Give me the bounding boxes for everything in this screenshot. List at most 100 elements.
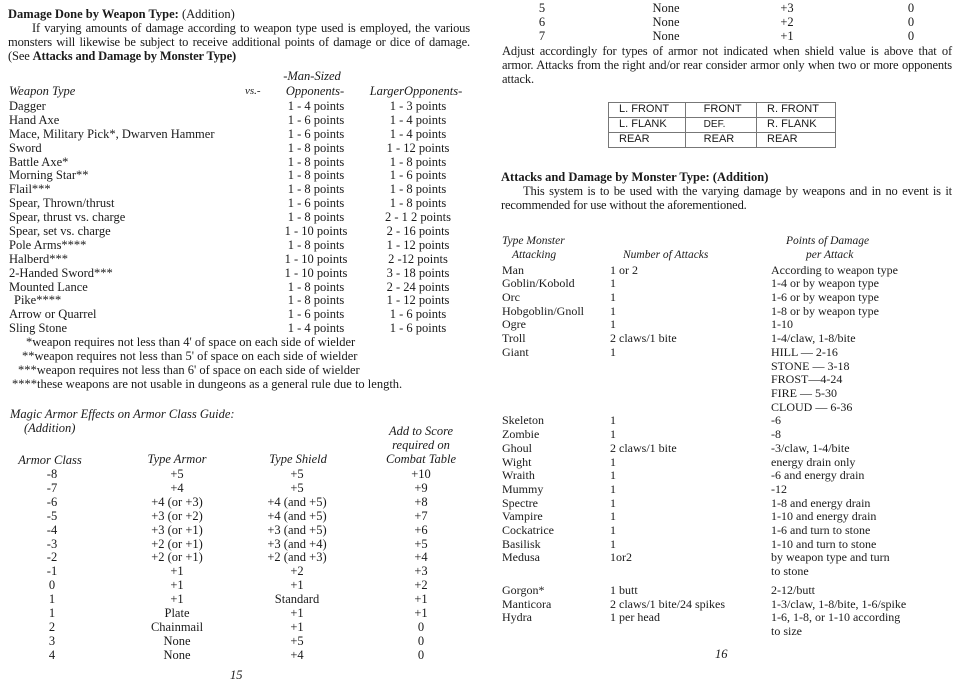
damage-per-attack: 1-6 or by weapon type	[771, 290, 879, 305]
damage-per-attack: HILL — 2-16 STONE — 3-18 FROST—4-24 FIRE…	[771, 344, 853, 414]
number-of-attacks: 1	[610, 481, 616, 496]
combat-table-add: +4	[414, 550, 428, 565]
type-shield: +3	[780, 1, 794, 15]
combat-table-add: +2	[414, 578, 428, 593]
weapon-row: Arrow or Quarrel 1 - 6 points 1 - 6 points	[0, 307, 480, 321]
number-of-attacks: 1	[610, 276, 616, 291]
monster-row: Zombie 1 -8	[490, 427, 958, 442]
weapon-footnotes: *weapon requires not less than 4' of spa…	[12, 335, 480, 391]
number-of-attacks: 1	[610, 303, 616, 318]
damage-per-attack: 1-4 or by weapon type	[771, 276, 879, 291]
man-sized-damage: 1 - 8 points	[287, 279, 345, 294]
monster-section-title: Attacks and Damage by Monster Type: (Add…	[501, 169, 769, 184]
position-cell: REAR	[684, 131, 758, 148]
combat-table-add: 0	[417, 633, 425, 648]
header-add-to-score: Add to Score	[388, 424, 454, 439]
type-shield: +2	[780, 14, 794, 29]
man-sized-damage: 1 - 8 points	[287, 154, 345, 169]
larger-damage: 2 -12 points	[388, 251, 448, 266]
weapon-section-intro: If varying amounts of damage according t…	[8, 21, 470, 63]
monster-row: Basilisk 1 1-10 and turn to stone	[490, 536, 958, 552]
type-shield: +4 (and +5)	[267, 508, 327, 523]
larger-damage: 3 - 18 points	[386, 265, 450, 280]
larger-damage: 1 - 4 points	[389, 112, 447, 127]
armor-row: -6 +4 (or +3) +4 (and +5) +8	[0, 495, 480, 509]
type-armor: None	[652, 1, 680, 15]
monster-row: Cockatrice 1 1-6 and turn to stone	[490, 523, 958, 538]
armor-table-continued: 5 None +3 0 6 None +2 0 7 None +1 0	[490, 1, 958, 43]
weapon-row: Mounted Lance 1 - 8 points 2 - 24 points	[0, 280, 480, 294]
damage-per-attack: 1-8 or by weapon type	[771, 303, 879, 318]
combat-table-add: 0	[907, 1, 915, 15]
weapon-section-title-suffix: (Addition)	[181, 7, 235, 21]
combat-table-add: +1	[414, 592, 428, 607]
monster-row: Vampire 1 1-10 and energy drain	[490, 510, 958, 524]
armor-section-title: Magic Armor Effects on Armor Class Guide…	[10, 407, 235, 422]
monster-row: Man 1 or 2 According to weapon type	[490, 262, 958, 278]
header-type-armor: Type Armor	[147, 452, 207, 467]
monster-row: Wight 1 energy drain only	[490, 455, 958, 470]
man-sized-damage: 1 - 4 points	[287, 321, 345, 336]
armor-class: 3	[48, 633, 56, 648]
weapon-row: Spear, thrust vs. charge 1 - 8 points 2 - …	[0, 210, 480, 224]
page-number: 15	[230, 667, 243, 682]
number-of-attacks: 1	[610, 468, 616, 483]
weapon-row: Spear, set vs. charge 1 - 10 points 2 - 16…	[0, 224, 480, 238]
monster-row: Giant 1 HILL — 2-16 STONE — 3-18 FROST—4-2…	[490, 344, 958, 415]
armor-class: -1	[46, 564, 58, 579]
position-cell: REAR	[608, 131, 686, 148]
type-armor: Plate	[164, 606, 190, 621]
monster-type: Skeleton	[502, 413, 544, 428]
armor-class: 1	[48, 606, 56, 621]
type-armor: +3 (or +1)	[151, 522, 203, 537]
header-type-monster: Type Monster	[502, 234, 565, 247]
header-required-on: required on	[392, 438, 450, 453]
armor-section-header: Magic Armor Effects on Armor Class Guide…	[0, 407, 480, 467]
monster-row: Mummy 1 -12	[490, 481, 958, 497]
number-of-attacks: 1	[610, 536, 616, 551]
damage-per-attack: 1-10	[771, 317, 793, 332]
weapon-table: Dagger 1 - 4 points 1 - 3 points Hand Axe 1 …	[0, 99, 480, 335]
type-armor: +3 (or +2)	[151, 508, 203, 523]
weapon-row: Flail*** 1 - 8 points 1 - 8 points	[0, 182, 480, 196]
man-sized-damage: 1 - 8 points	[287, 182, 345, 197]
man-sized-damage: 1 - 10 points	[284, 251, 348, 266]
weapon-row: 2-Handed Sword*** 1 - 10 points 3 - 18 poi…	[0, 266, 480, 280]
weapon-name: Spear, set vs. charge	[9, 224, 111, 239]
type-shield: +5	[290, 633, 304, 648]
weapon-name: 2-Handed Sword***	[9, 265, 113, 280]
type-armor: None	[652, 14, 680, 29]
type-shield: +5	[290, 467, 304, 482]
weapon-name: Spear, thrust vs. charge	[9, 210, 126, 225]
weapon-name: Pike****	[14, 293, 62, 308]
monster-row: Hydra 1 per head 1-6, 1-8, or 1-10 accordi…	[490, 610, 958, 638]
damage-per-attack: -3/claw, 1-4/bite	[771, 440, 850, 455]
larger-damage: 1 - 8 points	[389, 196, 447, 211]
weapon-name: Halberd***	[9, 251, 69, 266]
damage-per-attack: 1-3/claw, 1-8/bite, 1-6/spike	[771, 596, 907, 611]
combat-table-add: +8	[414, 494, 428, 509]
monster-row: Troll 2 claws/1 bite 1-4/claw, 1-8/bite	[490, 331, 958, 346]
weapon-row: Hand Axe 1 - 6 points 1 - 4 points	[0, 113, 480, 127]
weapon-row: Pole Arms**** 1 - 8 points 1 - 12 points	[0, 238, 480, 252]
weapon-name: Battle Axe*	[9, 154, 69, 169]
monster-type: Wraith	[502, 468, 535, 483]
header-larger-opponents: LargerOpponents-	[369, 84, 463, 98]
armor-class: 7	[538, 28, 546, 43]
armor-adjust-note: Adjust accordingly for types of armor no…	[502, 43, 952, 86]
damage-per-attack: -6 and energy drain	[771, 468, 865, 483]
footnote: **weapon requires not less than 5' of sp…	[22, 349, 358, 364]
damage-per-attack: According to weapon type	[771, 262, 898, 277]
type-shield: +4 (and +5)	[267, 494, 327, 509]
monster-section-intro: This system is to be used with the varyi…	[501, 183, 952, 212]
header-type-shield: Type Shield	[269, 452, 327, 467]
type-armor: +1	[170, 592, 184, 607]
armor-row: 3 None +5 0	[0, 634, 480, 648]
armor-row: -4 +3 (or +1) +3 (and +5) +6	[0, 523, 480, 537]
header-per-attack: per Attack	[806, 248, 854, 261]
larger-damage: 1 - 12 points	[386, 237, 450, 252]
man-sized-damage: 1 - 8 points	[287, 237, 345, 252]
monster-row: Wraith 1 -6 and energy drain	[490, 469, 958, 483]
armor-class: 2	[48, 619, 56, 634]
header-man-sized: -Man-Sized	[283, 69, 341, 83]
